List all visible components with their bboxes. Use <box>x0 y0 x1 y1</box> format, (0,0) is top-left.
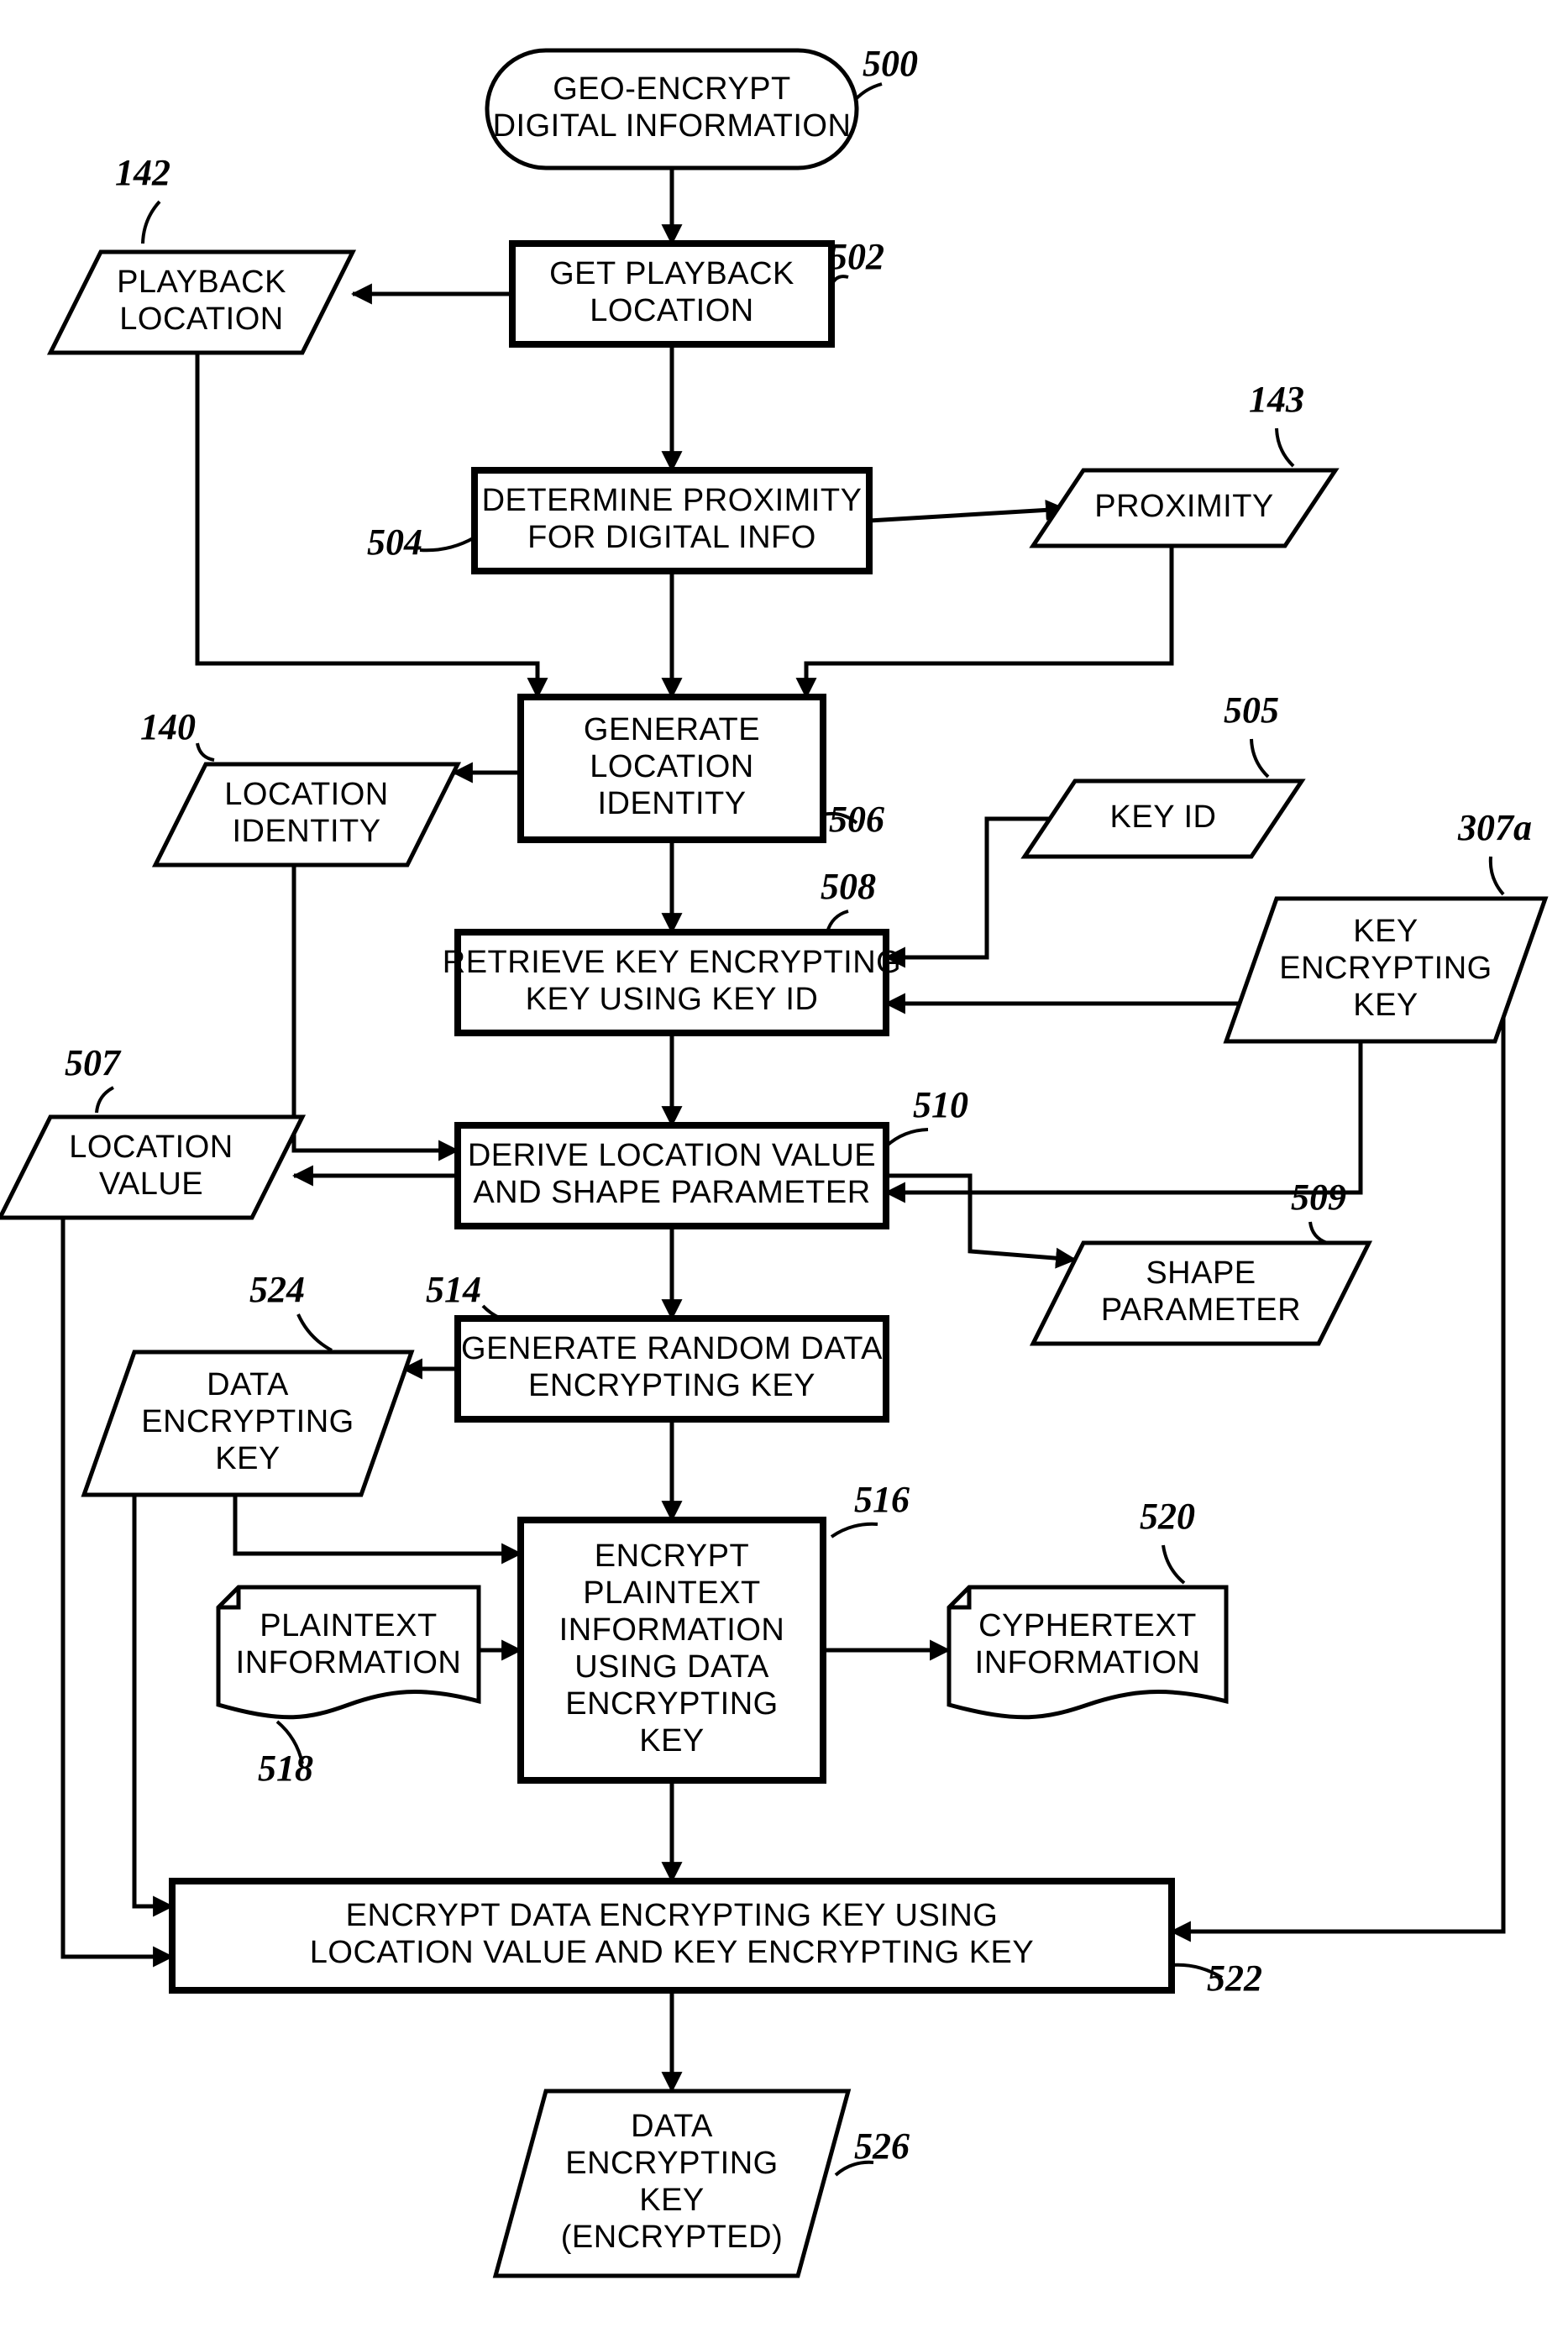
node-text: PLAYBACK <box>117 265 286 300</box>
node-text: VALUE <box>99 1166 203 1202</box>
reference-leader <box>886 1130 928 1146</box>
flow-edge <box>134 1495 172 1906</box>
node-text: INFORMATION <box>559 1612 785 1648</box>
node-text: RETRIEVE KEY ENCRYPTING <box>443 945 901 980</box>
reference-label: 508 <box>821 866 876 907</box>
node-text: KEY <box>215 1441 281 1476</box>
reference-label: 516 <box>854 1479 910 1520</box>
reference-label: 518 <box>258 1748 313 1789</box>
node-text: KEY <box>639 1723 705 1759</box>
reference-label: 505 <box>1224 689 1279 731</box>
reference-leader <box>143 202 160 244</box>
reference-leader <box>97 1088 113 1113</box>
reference-label: 504 <box>367 522 422 563</box>
node-text: KEY ID <box>1110 799 1217 835</box>
flow-edge <box>886 1176 1075 1260</box>
node-text: CYPHERTEXT <box>978 1608 1197 1643</box>
reference-label: 522 <box>1207 1958 1262 1999</box>
node-text: ENCRYPT DATA ENCRYPTING KEY USING <box>346 1898 999 1933</box>
node-text: LOCATION VALUE AND KEY ENCRYPTING KEY <box>310 1935 1034 1970</box>
node-text: INFORMATION <box>236 1645 462 1680</box>
node-text: IDENTITY <box>597 786 746 821</box>
reference-leader <box>1491 857 1503 894</box>
node-text: ENCRYPTING <box>565 1686 778 1722</box>
node-text: ENCRYPTING KEY <box>528 1368 815 1403</box>
node-text: PROXIMITY <box>1094 489 1274 524</box>
flow-edge <box>1172 978 1503 1932</box>
reference-label: 520 <box>1140 1496 1195 1537</box>
node-text: PLAINTEXT <box>260 1608 437 1643</box>
reference-leader <box>1310 1222 1327 1243</box>
flow-edge <box>294 865 458 1151</box>
reference-leader <box>298 1314 332 1350</box>
node-text: USING DATA <box>574 1649 769 1685</box>
reference-label: 502 <box>829 236 884 277</box>
node-text: PLAINTEXT <box>583 1575 760 1611</box>
reference-leader <box>831 1524 878 1537</box>
node-text: DATA <box>631 2109 713 2144</box>
node-text: ENCRYPTING <box>1279 951 1492 986</box>
node-text: GET PLAYBACK <box>549 256 794 291</box>
node-text: KEY <box>639 2183 705 2218</box>
node-text: GEO-ENCRYPT <box>553 71 791 107</box>
reference-label: 510 <box>913 1084 968 1125</box>
reference-label: 514 <box>426 1269 481 1310</box>
node-text: LOCATION <box>119 301 283 337</box>
flow-edge <box>869 509 1065 521</box>
node-text: DETERMINE PROXIMITY <box>482 483 863 518</box>
reference-label: 524 <box>249 1269 305 1310</box>
node-text: DIGITAL INFORMATION <box>493 108 852 144</box>
node-text: ENCRYPT <box>595 1538 749 1574</box>
reference-label: 142 <box>115 152 170 193</box>
reference-leader <box>1163 1545 1184 1583</box>
node-text: ENCRYPTING <box>565 2146 778 2181</box>
flow-edge <box>235 1495 521 1554</box>
node-text: (ENCRYPTED) <box>561 2220 784 2255</box>
reference-leader <box>1277 428 1293 466</box>
reference-label: 507 <box>65 1042 122 1083</box>
node-text: FOR DIGITAL INFO <box>527 520 816 555</box>
node-text: LOCATION <box>69 1130 233 1165</box>
node-text: ENCRYPTING <box>141 1404 354 1439</box>
node-text: INFORMATION <box>975 1645 1201 1680</box>
node-text: DERIVE LOCATION VALUE <box>468 1138 876 1173</box>
node-text: AND SHAPE PARAMETER <box>473 1175 870 1210</box>
reference-label: 506 <box>829 799 884 840</box>
node-text: LOCATION <box>224 777 388 812</box>
node-text: LOCATION <box>590 749 753 784</box>
reference-leader <box>420 537 475 550</box>
node-text: KEY USING KEY ID <box>526 982 819 1017</box>
reference-label: 143 <box>1249 379 1304 420</box>
node-text: SHAPE <box>1146 1255 1256 1291</box>
reference-label: 526 <box>854 2125 910 2167</box>
node-text: GENERATE <box>584 712 760 747</box>
reference-leader <box>197 743 214 760</box>
node-text: IDENTITY <box>232 814 380 849</box>
flow-edge <box>63 1218 172 1957</box>
flowchart-diagram: GEO-ENCRYPTDIGITAL INFORMATION 500 GET PLA… <box>0 0 1568 2343</box>
reference-label: 140 <box>140 706 196 747</box>
node-text: LOCATION <box>590 293 753 328</box>
node-text: PARAMETER <box>1101 1292 1301 1328</box>
flow-edge <box>886 819 1054 957</box>
node-text: DATA <box>207 1367 289 1402</box>
node-text: KEY <box>1353 988 1419 1023</box>
node-text: GENERATE RANDOM DATA <box>461 1331 883 1366</box>
reference-leader <box>1251 739 1268 777</box>
reference-label: 509 <box>1291 1177 1346 1218</box>
reference-label: 500 <box>863 43 918 84</box>
reference-label: 307a <box>1457 807 1532 848</box>
node-text: KEY <box>1353 914 1419 949</box>
